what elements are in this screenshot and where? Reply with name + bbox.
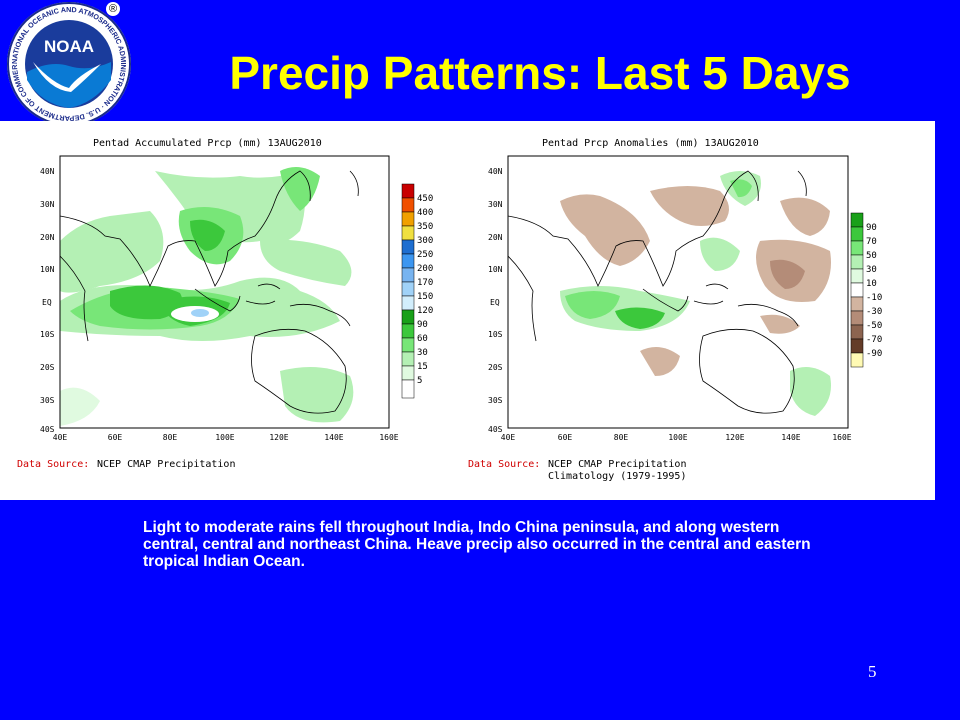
right-lat-label: 10N <box>488 265 503 274</box>
right-legend-label: 70 <box>866 237 877 247</box>
right-legend-label: 50 <box>866 251 877 261</box>
left-lon-label: 160E <box>379 433 398 442</box>
right-coastlines <box>507 170 807 414</box>
left-lon-label: 80E <box>163 433 178 442</box>
right-legend-label: -70 <box>866 335 882 345</box>
right-legend-label: -10 <box>866 293 882 303</box>
right-lat-label: 20N <box>488 233 503 242</box>
left-coastlines <box>59 170 359 414</box>
right-lat-label: 10S <box>488 330 503 339</box>
left-legend-label: 400 <box>417 208 433 218</box>
left-map-title: Pentad Accumulated Prcp (mm) 13AUG2010 <box>93 138 322 149</box>
accumulated-precip-map: Pentad Accumulated Prcp (mm) 13AUG2010 <box>17 138 433 470</box>
right-lat-label: EQ <box>490 298 500 307</box>
right-lat-label: 40S <box>488 425 503 434</box>
right-lon-label: 140E <box>781 433 800 442</box>
left-legend-label: 120 <box>417 306 433 316</box>
right-legend-label: -90 <box>866 349 882 359</box>
precip-anomaly-map: Pentad Prcp Anomalies (mm) 13AUG2010 <box>468 138 882 482</box>
left-legend-label: 300 <box>417 236 433 246</box>
right-lon-label: 40E <box>501 433 516 442</box>
left-legend-label: 150 <box>417 292 433 302</box>
right-data-source-climatology: Climatology (1979-1995) <box>548 471 686 482</box>
left-legend-label: 200 <box>417 264 433 274</box>
left-lon-label: 60E <box>108 433 123 442</box>
right-data-source: NCEP CMAP Precipitation <box>548 459 686 470</box>
left-lat-label: 20N <box>40 233 55 242</box>
left-lat-label: 10N <box>40 265 55 274</box>
right-legend-label: 90 <box>866 223 877 233</box>
right-lon-label: 60E <box>558 433 573 442</box>
left-legend-label: 250 <box>417 250 433 260</box>
right-map-title: Pentad Prcp Anomalies (mm) 13AUG2010 <box>542 138 759 149</box>
right-lon-label: 100E <box>668 433 687 442</box>
right-data-source-label: Data Source: <box>468 459 540 470</box>
left-lat-label: 40S <box>40 425 55 434</box>
left-lon-label: 40E <box>53 433 68 442</box>
left-lon-label: 140E <box>324 433 343 442</box>
left-lon-label: 100E <box>215 433 234 442</box>
slide-title: Precip Patterns: Last 5 Days <box>229 47 851 99</box>
right-lon-label: 80E <box>614 433 629 442</box>
right-legend-label: -30 <box>866 307 882 317</box>
left-lon-label: 120E <box>269 433 288 442</box>
right-lat-label: 30S <box>488 396 503 405</box>
left-legend-label: 30 <box>417 348 428 358</box>
left-lat-labels: 40N 30N 20N 10N EQ 10S 20S 30S 40S <box>40 167 55 434</box>
left-legend-label: 15 <box>417 362 428 372</box>
right-legend-label: 10 <box>866 279 877 289</box>
left-lat-label: 20S <box>40 363 55 372</box>
slide-caption: Light to moderate rains fell throughout … <box>143 519 811 570</box>
left-legend-label: 170 <box>417 278 433 288</box>
right-lon-label: 160E <box>832 433 851 442</box>
right-lat-labels: 40N 30N 20N 10N EQ 10S 20S 30S 40S <box>488 167 503 434</box>
right-anomaly-shading <box>560 171 831 416</box>
left-legend-label: 5 <box>417 376 422 386</box>
right-legend: 90 70 50 30 10 -10 -30 -50 -70 -90 <box>850 212 882 368</box>
right-legend-label: 30 <box>866 265 877 275</box>
right-legend-label: -50 <box>866 321 882 331</box>
left-lat-label: 30N <box>40 200 55 209</box>
right-lat-label: 20S <box>488 363 503 372</box>
left-legend: 450 400 350 300 250 200 170 150 120 90 6… <box>401 183 433 399</box>
left-lon-labels: 40E 60E 80E 100E 120E 140E 160E <box>53 433 399 442</box>
left-legend-label: 350 <box>417 222 433 232</box>
left-lat-label: 30S <box>40 396 55 405</box>
right-lon-labels: 40E 60E 80E 100E 120E 140E 160E <box>501 433 852 442</box>
right-lat-label: 40N <box>488 167 503 176</box>
left-data-source-label: Data Source: <box>17 459 89 470</box>
noaa-logo: NOAA NATIONAL OCEANIC AND ATMOSPHERIC AD… <box>2 0 133 133</box>
right-lon-label: 120E <box>725 433 744 442</box>
left-precip-shading <box>60 167 354 426</box>
left-lat-label: EQ <box>42 298 52 307</box>
left-legend-label: 60 <box>417 334 428 344</box>
page-number: 5 <box>868 662 877 681</box>
right-lat-label: 30N <box>488 200 503 209</box>
noaa-logo-wordmark: NOAA <box>44 37 94 56</box>
left-lat-label: 40N <box>40 167 55 176</box>
left-legend-label: 450 <box>417 194 433 204</box>
left-lat-label: 10S <box>40 330 55 339</box>
maps-panel: Pentad Accumulated Prcp (mm) 13AUG2010 <box>0 121 935 500</box>
registered-mark: ® <box>106 2 120 16</box>
left-legend-label: 90 <box>417 320 428 330</box>
left-data-source: NCEP CMAP Precipitation <box>97 459 235 470</box>
